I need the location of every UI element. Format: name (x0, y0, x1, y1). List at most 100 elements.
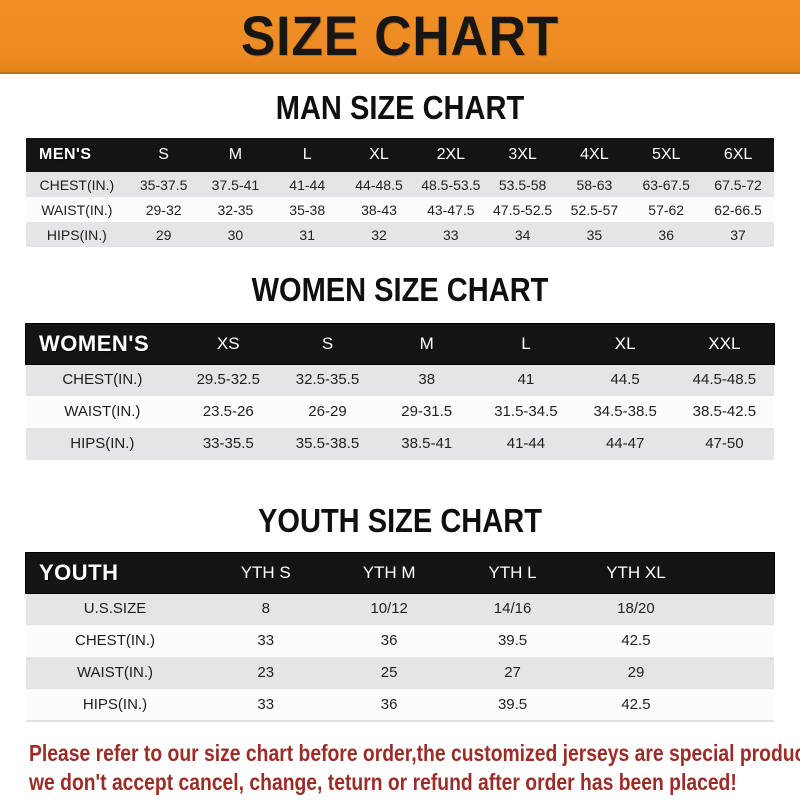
column-header: S (321, 333, 334, 353)
size-value: 29 (155, 226, 172, 243)
table-corner-label: WOMEN'S (39, 330, 150, 356)
size-value: 41-44 (289, 176, 326, 193)
size-value: 53.5-58 (498, 176, 547, 193)
column-header: 6XL (723, 146, 753, 164)
table-row: HIPS(IN.) 33 36 39.5 42.5 (26, 688, 774, 721)
size-value: 31 (299, 226, 315, 243)
size-value: 33 (257, 695, 275, 713)
footer-line-1: Please refer to our size chart before or… (29, 739, 800, 766)
filler-cell (698, 625, 774, 657)
banner-title: SIZE CHART (240, 4, 560, 67)
filler-cell (698, 553, 774, 593)
size-value: 43-47.5 (427, 201, 475, 218)
column-header: M (228, 146, 243, 164)
table-row: HIPS(IN.) 29 30 31 32 33 34 35 36 37 (26, 222, 774, 248)
footer-note: Please refer to our size chart before or… (0, 739, 800, 798)
size-value: 41-44 (506, 435, 546, 453)
row-label: WAIST(IN.) (64, 403, 141, 421)
size-value: 62-66.5 (714, 201, 762, 218)
size-value: 36 (380, 695, 398, 713)
filler-cell (698, 689, 774, 721)
table-corner-label: YOUTH (39, 559, 119, 585)
size-value: 37 (730, 226, 746, 243)
size-value: 38 (418, 371, 436, 389)
size-value: 42.5 (621, 695, 651, 713)
size-value: 35-37.5 (139, 176, 188, 193)
column-header: 3XL (508, 146, 537, 164)
men-table-body: CHEST(IN.) 35-37.5 37.5-41 41-44 44-48.5 48.5… (26, 172, 774, 248)
size-value: 63-67.5 (642, 176, 690, 193)
filler-cell (698, 593, 774, 625)
column-header: 4XL (580, 146, 609, 164)
row-label: HIPS(IN.) (82, 695, 148, 713)
table-row: CHEST(IN.) 33 36 39.5 42.5 (26, 624, 774, 657)
youth-section-heading: YOUTH SIZE CHART (258, 501, 542, 539)
table-row: CHEST(IN.) 35-37.5 37.5-41 41-44 44-48.5 48.5… (26, 172, 774, 198)
size-value: 34 (514, 226, 531, 243)
table-row: HIPS(IN.) 33-35.5 35.5-38.5 38.5-41 41-44 44-… (26, 427, 774, 460)
column-header: L (302, 146, 312, 164)
size-value: 29.5-32.5 (196, 371, 260, 389)
size-value: 58-63 (576, 176, 613, 193)
size-value: 26-29 (308, 403, 347, 421)
women-section-heading: WOMEN SIZE CHART (251, 271, 549, 309)
size-value: 47.5-52.5 (493, 201, 553, 218)
women-size-table: WOMEN'S XS S M L XL XXL CHEST(IN.) 29.5-32.5 32.… (25, 322, 775, 460)
column-header: XXL (708, 333, 741, 353)
row-label: CHEST(IN.) (75, 632, 156, 650)
column-header: YTH XL (606, 562, 666, 582)
women-table-header-row: WOMEN'S XS S M L XL XXL (25, 322, 775, 365)
size-value: 32 (371, 226, 387, 243)
size-value: 38.5-41 (401, 435, 453, 453)
footer-line-2: we don't accept cancel, change, teturn o… (29, 769, 737, 796)
size-value: 10/12 (370, 600, 408, 618)
filler-cell (698, 657, 774, 689)
size-value: 33-35.5 (202, 435, 254, 453)
size-value: 34.5-38.5 (593, 403, 657, 421)
table-row: WAIST(IN.) 23 25 27 29 (26, 656, 774, 689)
row-label: CHEST(IN.) (62, 371, 143, 389)
men-table-header-row: MEN'S S M L XL 2XL 3XL 4XL 5XL 6XL (26, 138, 774, 173)
table-row: WAIST(IN.) 29-32 32-35 35-38 38-43 43-47.5 47.… (26, 197, 774, 223)
youth-table-header-row: YOUTH YTH S YTH M YTH L YTH XL (25, 551, 775, 594)
size-value: 33 (257, 632, 275, 650)
size-value: 23 (257, 664, 275, 682)
table-corner-label: MEN'S (39, 146, 92, 164)
size-value: 30 (227, 226, 244, 243)
size-value: 35-38 (289, 201, 326, 218)
row-label: U.S.SIZE (83, 600, 147, 618)
column-header: 2XL (436, 146, 466, 164)
size-value: 33 (443, 226, 459, 243)
size-value: 35.5-38.5 (295, 435, 360, 453)
size-value: 29 (627, 664, 645, 682)
size-value: 47-50 (705, 435, 744, 453)
size-value: 14/16 (493, 600, 532, 618)
size-value: 57-62 (648, 201, 685, 218)
size-value: 48.5-53.5 (421, 176, 481, 193)
column-header: XL (614, 333, 636, 353)
column-header: 5XL (651, 146, 681, 164)
size-value: 31.5-34.5 (494, 403, 558, 421)
table-row: U.S.SIZE 8 10/12 14/16 18/20 (26, 592, 774, 625)
size-value: 27 (504, 664, 521, 682)
size-value: 38-43 (361, 201, 397, 218)
size-value: 42.5 (621, 632, 651, 650)
size-value: 44.5-48.5 (692, 371, 757, 389)
size-value: 25 (380, 664, 398, 682)
column-header: L (521, 333, 531, 353)
size-value: 18/20 (617, 600, 655, 618)
size-value: 52.5-57 (570, 201, 619, 218)
size-value: 36 (380, 632, 398, 650)
size-value: 41 (517, 371, 535, 389)
size-value: 8 (261, 600, 270, 618)
column-header: YTH S (240, 562, 291, 582)
size-value: 38.5-42.5 (692, 403, 757, 421)
women-table-body: CHEST(IN.) 29.5-32.5 32.5-35.5 38 41 44.5 44.5… (26, 363, 774, 460)
youth-size-table: YOUTH YTH S YTH M YTH L YTH XL U.S.SIZE 8 10/1… (25, 551, 775, 722)
size-value: 44.5 (610, 371, 640, 389)
column-header: M (419, 333, 434, 353)
men-section-heading: MAN SIZE CHART (275, 89, 525, 126)
column-header: XL (369, 146, 389, 164)
column-header: YTH L (488, 562, 537, 582)
